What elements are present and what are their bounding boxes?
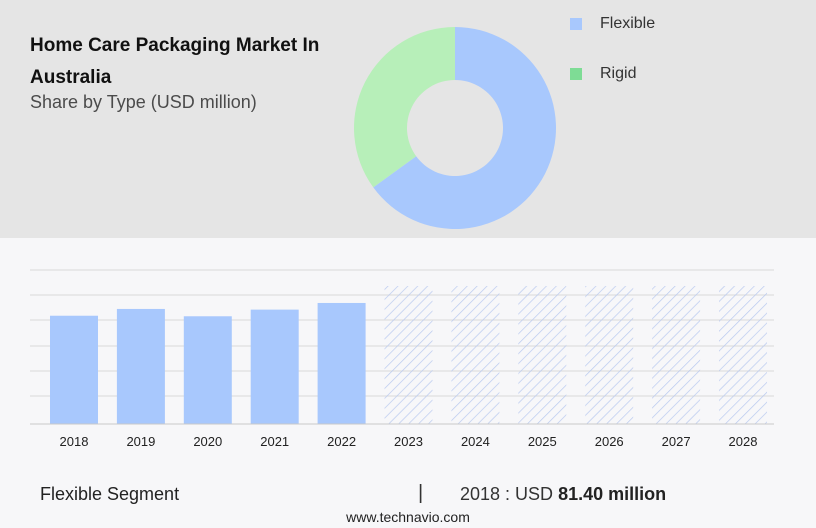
- bar-2019[interactable]: [116, 308, 165, 424]
- source-link[interactable]: www.technavio.com: [346, 509, 470, 525]
- footer-value-amount: 81.40 million: [558, 484, 667, 504]
- donut-slice-flexible[interactable]: [373, 27, 556, 229]
- legend-item-flexible[interactable]: Flexible: [570, 12, 655, 36]
- legend-item-rigid[interactable]: Rigid: [570, 62, 655, 86]
- chart-subtitle: Share by Type (USD million): [30, 92, 257, 112]
- x-tick-label-2027: 2027: [662, 434, 691, 449]
- x-tick-label-2028: 2028: [729, 434, 758, 449]
- x-tick-label-2024: 2024: [461, 434, 490, 449]
- x-tick-label-2025: 2025: [528, 434, 557, 449]
- forecast-bar-2028[interactable]: [719, 286, 767, 424]
- forecast-bar-2024[interactable]: [451, 286, 500, 424]
- footer-value: 2018 : USD 81.40 million: [460, 484, 666, 505]
- donut-chart: [354, 27, 556, 229]
- bar-2020[interactable]: [183, 316, 232, 424]
- chart-title: Home Care Packaging Market In Australia: [30, 35, 320, 88]
- forecast-bar-2027[interactable]: [652, 286, 701, 424]
- legend-swatch-flexible: [570, 18, 582, 30]
- x-tick-label-2026: 2026: [595, 434, 624, 449]
- footer-segment-label: Flexible Segment: [40, 484, 180, 504]
- x-tick-label-2019: 2019: [126, 434, 155, 449]
- legend-swatch-rigid: [570, 68, 582, 80]
- footer-separator: |: [418, 482, 424, 504]
- x-tick-label-2018: 2018: [60, 434, 89, 449]
- forecast-bar-2025[interactable]: [518, 286, 567, 424]
- x-tick-label-2020: 2020: [193, 434, 222, 449]
- legend-label-rigid: Rigid: [600, 65, 637, 82]
- bar-2021[interactable]: [250, 309, 299, 424]
- bar-2022[interactable]: [317, 302, 366, 424]
- x-tick-label-2023: 2023: [394, 434, 423, 449]
- forecast-bar-2023[interactable]: [384, 286, 433, 424]
- bar-2018[interactable]: [50, 315, 98, 424]
- x-tick-label-2021: 2021: [260, 434, 289, 449]
- forecast-bar-2026[interactable]: [585, 286, 634, 424]
- x-tick-label-2022: 2022: [327, 434, 356, 449]
- legend-label-flexible: Flexible: [600, 15, 656, 32]
- donut-slice-rigid[interactable]: [354, 27, 455, 188]
- bar-chart: 2018 2019 2020 2021 2022 2023 2024 2025 2026 2027…: [30, 269, 774, 449]
- footer-value-prefix: 2018 : USD: [460, 484, 554, 504]
- legend: Flexible Rigid: [570, 12, 655, 112]
